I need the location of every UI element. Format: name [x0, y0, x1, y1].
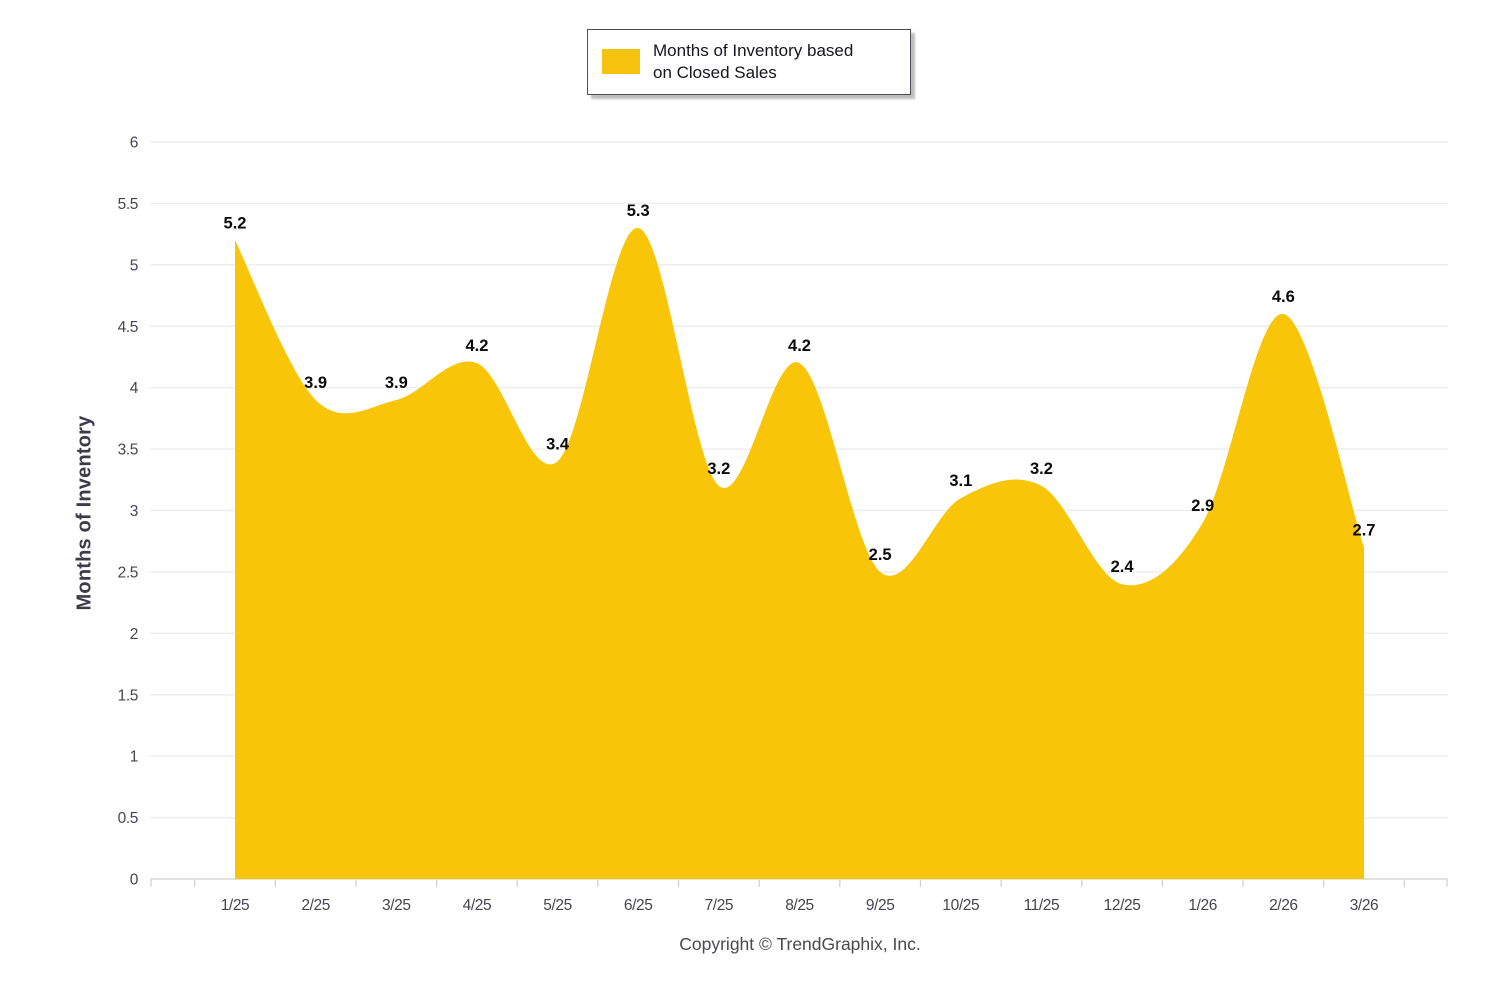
data-point-label: 4.2	[465, 337, 488, 355]
x-axis-tick-label: 2/25	[301, 897, 330, 914]
y-axis-tick-label: 4	[130, 380, 139, 397]
y-axis-tick-label: 3	[130, 503, 138, 520]
legend-swatch-icon	[602, 49, 640, 75]
x-axis-tick-label: 9/25	[866, 897, 895, 914]
y-axis-tick-label: 0	[130, 872, 139, 889]
y-axis-tick-label: 5	[130, 257, 138, 274]
x-axis-tick-label: 1/26	[1188, 897, 1217, 914]
x-axis-tick-label: 8/25	[785, 897, 814, 914]
y-axis-tick-label: 1.5	[118, 687, 138, 704]
y-axis-tick-label: 6	[130, 135, 138, 152]
copyright-text: Copyright © TrendGraphix, Inc.	[679, 934, 921, 954]
data-point-label: 2.7	[1353, 521, 1376, 539]
y-axis-tick-label: 4.5	[118, 319, 138, 336]
y-axis-tick-label: 0.5	[118, 810, 138, 827]
x-axis-tick-label: 7/25	[705, 897, 734, 914]
x-axis-tick-label: 5/25	[543, 897, 572, 914]
x-axis-tick-label: 12/25	[1104, 897, 1141, 914]
legend-label-line1: Months of Inventory based	[653, 41, 854, 60]
legend-label-line2: on Closed Sales	[653, 62, 777, 82]
data-point-label: 3.2	[707, 460, 730, 478]
data-point-label: 4.6	[1272, 288, 1295, 306]
inventory-area-series[interactable]	[235, 227, 1364, 879]
data-point-label: 5.3	[627, 202, 650, 220]
data-point-label: 3.9	[304, 374, 327, 392]
x-axis-tick-label: 1/25	[221, 897, 250, 914]
data-point-label: 2.5	[869, 546, 892, 564]
data-point-label: 3.9	[385, 374, 408, 392]
x-axis-tick-label: 10/25	[942, 897, 979, 914]
x-axis-tick-label: 4/25	[463, 897, 492, 914]
x-axis-tick-label: 11/25	[1024, 897, 1060, 914]
legend-label: Months of Inventory based on Closed Sale…	[653, 40, 853, 84]
y-axis-title: Months of Inventory	[73, 415, 96, 611]
x-axis-tick-label: 3/25	[382, 897, 411, 914]
legend[interactable]: Months of Inventory based on Closed Sale…	[587, 29, 911, 95]
y-axis-tick-label: 2	[130, 626, 138, 643]
data-point-label: 4.2	[788, 337, 811, 355]
data-point-label: 3.4	[546, 435, 570, 453]
y-axis-tick-label: 5.5	[118, 196, 138, 213]
data-point-label: 5.2	[224, 214, 247, 232]
y-axis-tick-label: 2.5	[118, 564, 138, 581]
data-point-label: 2.4	[1111, 558, 1135, 576]
x-axis-tick-label: 3/26	[1350, 897, 1379, 914]
x-axis-tick-label: 2/26	[1269, 897, 1298, 914]
data-point-label: 2.9	[1191, 497, 1214, 515]
data-point-label: 3.2	[1030, 460, 1053, 478]
y-axis-tick-label: 3.5	[118, 442, 138, 459]
data-point-label: 3.1	[949, 472, 972, 490]
y-axis-tick-label: 1	[130, 749, 138, 766]
x-axis-tick-label: 6/25	[624, 897, 653, 914]
